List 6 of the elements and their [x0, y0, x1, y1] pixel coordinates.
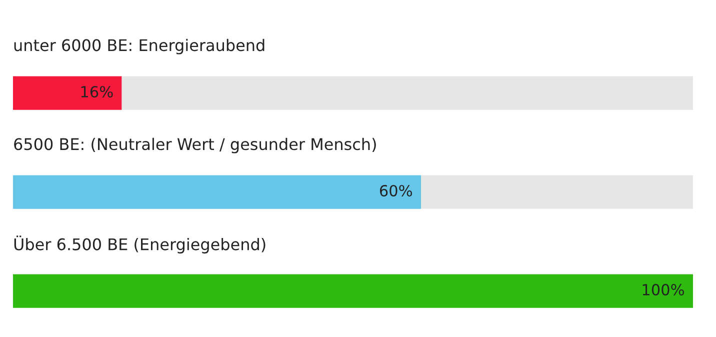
y-tick-label: 6500 BE: (Neutraler Wert / gesunder Mensch): [14, 138, 376, 154]
data-label: 100%: [642, 284, 684, 296]
data-label: 60%: [380, 184, 412, 196]
y-tick-label: Über 6.500 BE (Energiegebend): [14, 236, 266, 254]
y-tick-label: unter 6000 BE: Energieraubend: [14, 38, 264, 54]
data-label: 16%: [81, 86, 113, 98]
